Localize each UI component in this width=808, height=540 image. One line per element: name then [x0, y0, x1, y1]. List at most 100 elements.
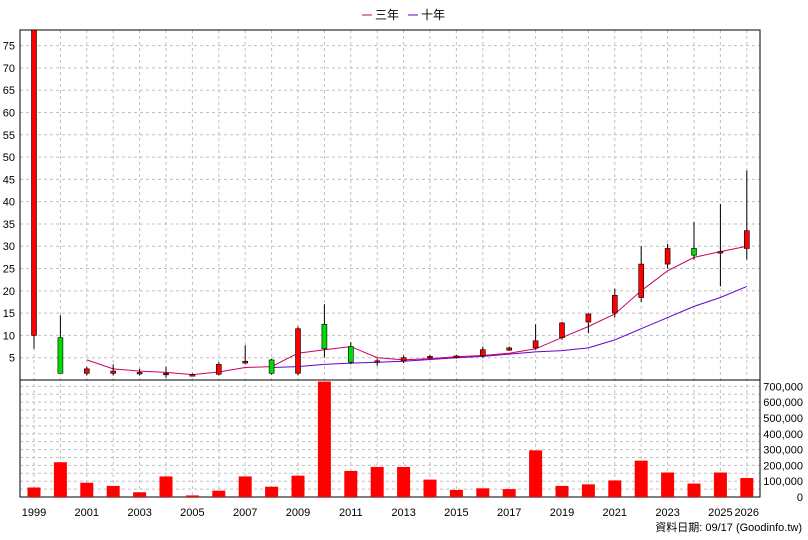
grid: [20, 30, 760, 497]
candle-body: [691, 248, 697, 256]
volume-tick-label: 200,000: [763, 460, 803, 472]
volume-bar: [397, 466, 411, 497]
x-tick-label: 2021: [603, 507, 627, 519]
x-tick-label: 2001: [75, 507, 99, 519]
volume-bar: [449, 489, 463, 497]
price-tick-label: 10: [3, 330, 15, 342]
candle-body: [321, 323, 328, 350]
volume-tick-label: 500,000: [763, 413, 803, 425]
volume-bar: [80, 482, 94, 497]
price-tick-label: 60: [3, 107, 15, 119]
ma3-line: [86, 245, 747, 376]
volume-tick-label: 400,000: [763, 429, 803, 441]
volume-tick-label: 0: [797, 492, 803, 504]
price-tick-label: 65: [3, 85, 15, 97]
price-tick-label: 55: [3, 130, 15, 142]
volume-bar: [133, 492, 147, 497]
volume-tick-label: 700,000: [763, 381, 803, 393]
volume-bar: [27, 487, 41, 497]
volume-bar: [265, 486, 279, 497]
price-tick-label: 70: [3, 63, 15, 75]
candlesticks: [31, 29, 750, 378]
candle-body: [400, 357, 407, 362]
volume-bar: [317, 381, 331, 497]
volume-bar: [159, 476, 173, 497]
price-tick-label: 5: [9, 353, 15, 365]
legend-label-ma3: 三年: [375, 8, 399, 22]
candle-body: [84, 368, 90, 374]
volume-bar: [370, 466, 384, 497]
volume-bar: [740, 478, 754, 497]
x-tick-label: 2017: [497, 507, 521, 519]
legend: 三年 十年: [362, 8, 445, 22]
candle-body: [31, 29, 37, 336]
x-tick-label: 2003: [127, 507, 151, 519]
candle-body: [57, 337, 64, 374]
candle-body: [163, 373, 169, 376]
volume-bar: [502, 489, 516, 497]
x-tick-label: 2026: [735, 507, 759, 519]
price-tick-label: 40: [3, 197, 15, 209]
volume-tick-label: 600,000: [763, 397, 803, 409]
volume-bar: [344, 470, 358, 497]
volume-bar: [608, 480, 622, 497]
candle-body: [506, 347, 513, 351]
volume-bar: [53, 462, 67, 497]
moving-average-lines: [86, 245, 747, 376]
price-axis: 5 10 15 20 25 30 35 40 45 50 55 60 65 70 75: [3, 41, 15, 365]
volume-bar: [687, 483, 701, 497]
x-tick-label: 2023: [655, 507, 679, 519]
x-axis: 1999 2001 2003 2005 2007 2009 2011 2013 2015 2017…: [22, 507, 759, 519]
candle-body: [611, 294, 618, 314]
x-tick-label: 2013: [391, 507, 415, 519]
price-tick-label: 75: [3, 41, 15, 53]
price-tick-label: 15: [3, 308, 15, 320]
price-tick-label: 45: [3, 174, 15, 186]
volume-bar: [185, 495, 199, 497]
candle-body: [717, 251, 724, 254]
volume-bar: [713, 472, 727, 497]
x-tick-label: 2015: [444, 507, 468, 519]
x-tick-label: 2011: [339, 507, 363, 519]
candle-body: [216, 364, 222, 375]
candle-body: [453, 355, 460, 358]
candle-body: [743, 230, 750, 249]
candle-body: [136, 372, 143, 375]
volume-tick-label: 300,000: [763, 445, 803, 457]
candle-body: [242, 360, 248, 364]
candle-body: [585, 313, 592, 323]
volume-bar: [106, 485, 120, 497]
price-tick-label: 35: [3, 219, 15, 231]
volume-axis: 0 100,000 200,000 300,000 400,000 500,000 600,…: [763, 381, 803, 504]
data-date-footer: 資料日期: 09/17 (Goodinfo.tw): [655, 520, 802, 534]
volume-bar: [212, 490, 226, 497]
legend-label-ma10: 十年: [421, 8, 445, 22]
candle-body: [268, 359, 275, 374]
volume-bar: [661, 472, 675, 497]
candle-body: [427, 356, 433, 359]
candle-body: [532, 340, 539, 349]
candle-body: [638, 263, 645, 298]
price-tick-label: 30: [3, 241, 15, 253]
x-tick-label: 2019: [550, 507, 574, 519]
x-tick-label: 2025: [708, 507, 732, 519]
volume-tick-label: 100,000: [763, 476, 803, 488]
candle-body: [110, 370, 116, 374]
x-tick-label: 2007: [233, 507, 257, 519]
candle-body: [189, 374, 196, 377]
volume-bars: [27, 381, 754, 497]
candle-body: [295, 328, 301, 374]
price-tick-label: 25: [3, 264, 15, 276]
x-tick-label: 1999: [22, 507, 46, 519]
candle-body: [347, 346, 354, 363]
volume-bar: [581, 484, 595, 497]
candle-body: [559, 322, 565, 338]
price-tick-label: 20: [3, 286, 15, 298]
candle-body: [664, 248, 671, 265]
volume-bar: [291, 475, 305, 497]
volume-bar: [634, 460, 648, 497]
candle-body: [479, 349, 486, 356]
x-tick-label: 2009: [286, 507, 310, 519]
volume-bar: [555, 485, 569, 497]
